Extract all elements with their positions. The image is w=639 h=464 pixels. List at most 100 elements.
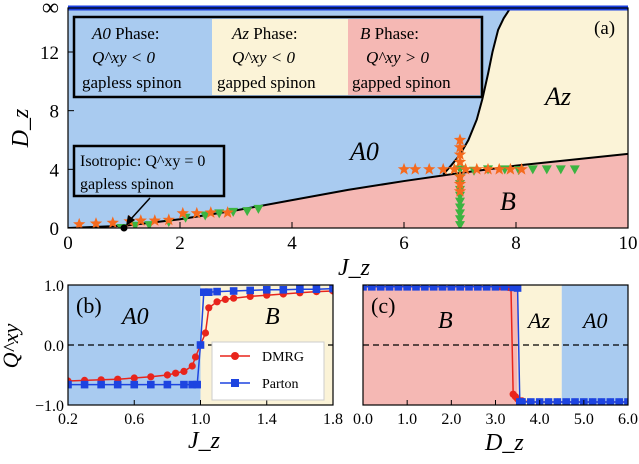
isotropic-arrow — [129, 197, 151, 221]
dmrg-point — [201, 329, 210, 337]
star-marker — [453, 133, 467, 146]
triangle-marker — [527, 165, 538, 175]
x-tick-label: 2.0 — [441, 411, 461, 428]
panel-b-y-axis-label: Q^xy — [0, 323, 23, 368]
legend-b-order: Q^xy > 0 — [366, 48, 430, 67]
isotropic-label: Isotropic: Q^xy = 0 — [80, 153, 205, 170]
legend-b-title: B Phase: — [360, 24, 419, 43]
parton-point — [213, 287, 221, 296]
y-tick-label: −1.0 — [35, 398, 64, 415]
parton-point — [385, 285, 394, 291]
panel-a-frame — [67, 7, 629, 229]
x-tick-label: 6 — [399, 233, 409, 254]
phase-legend: A0 Phase: Q^xy < 0 gapless spinon Az Pha… — [72, 15, 484, 99]
star-marker — [423, 162, 436, 175]
x-tick-label: 3.0 — [486, 411, 506, 428]
x-tick-label: 4 — [287, 233, 297, 254]
panel-a-y-ticks: 0 4 8 12 ∞ — [40, 0, 74, 240]
star-marker — [493, 162, 506, 175]
parton-point — [363, 285, 367, 291]
parton-point — [403, 285, 411, 291]
panel-b: 0.2 0.6 1.0 1.4 1.8 −1.0 0.0 1.0 (b) A0 B DMRG… — [0, 278, 343, 454]
legend-az-bg — [212, 19, 348, 95]
parton-point — [188, 380, 197, 389]
triangle-marker — [555, 165, 566, 175]
panel-b-region-b-label: B — [265, 304, 280, 330]
panel-b-label: (b) — [76, 293, 102, 318]
y-tick-label: ∞ — [42, 0, 59, 21]
panel-b-region-a0-label: A0 — [120, 304, 149, 330]
parton-point — [544, 398, 553, 405]
triangle-marker — [569, 165, 580, 175]
star-marker — [148, 214, 161, 226]
panel-a-label: (a) — [594, 18, 615, 39]
star-marker — [437, 162, 450, 175]
panel-a-x-ticks: 0 2 4 6 8 10 — [63, 222, 638, 254]
triangle-marker — [455, 215, 465, 225]
star-marker — [453, 177, 467, 190]
star-marker — [397, 162, 411, 175]
star-marker — [73, 217, 86, 228]
panel-b-x-axis-label: J_z — [188, 428, 221, 454]
parton-point — [624, 398, 628, 405]
panel-b-x-ticks: 0.2 0.6 1.0 1.4 1.8 — [58, 400, 343, 428]
isotropic-box — [72, 144, 226, 198]
parton-point — [312, 285, 321, 293]
triangle-marker — [228, 207, 239, 217]
star-marker — [204, 206, 217, 218]
panel-a: 0 2 4 6 8 10 0 4 8 12 ∞ A0 Phase: Q^xy < 0 gaples… — [8, 0, 638, 281]
star-marker — [453, 155, 467, 168]
parton-point — [180, 380, 188, 389]
x-tick-label: 5.0 — [574, 411, 594, 428]
triangle-marker — [455, 209, 465, 219]
dmrg-point — [172, 369, 180, 377]
parton-point — [163, 380, 172, 389]
parton-point — [438, 285, 447, 291]
parton-point — [147, 380, 155, 389]
panel-c-region-a0-label: A0 — [581, 308, 607, 333]
panel-c: 0.0 1.0 2.0 3.0 4.0 5.0 6.0 (c) B Az A0 D_z — [353, 284, 638, 456]
legend-a0-title: A0 Phase: — [91, 24, 160, 43]
star-marker — [481, 162, 495, 175]
phase-boundary-a0-b — [68, 152, 628, 228]
legend-a0-spinon: gapless spinon — [82, 73, 182, 92]
legend-az-order: Q^xy < 0 — [232, 48, 296, 67]
parton-point — [229, 287, 238, 295]
star-marker — [162, 213, 175, 226]
dmrg-point — [180, 367, 188, 375]
x-tick-label: 10 — [619, 233, 638, 254]
parton-point — [527, 398, 535, 405]
parton-point — [500, 285, 509, 291]
star-marker — [409, 162, 422, 175]
parton-point — [553, 398, 562, 405]
x-tick-label: 0.0 — [353, 411, 373, 428]
panel-b-legend-frame — [211, 341, 325, 401]
triangle-marker — [455, 221, 465, 228]
panel-c-label: (c) — [371, 293, 395, 318]
isotropic-arrowhead — [126, 215, 135, 226]
isotropic-point — [120, 224, 128, 232]
x-tick-label: 6.0 — [618, 411, 638, 428]
parton-point — [97, 380, 105, 389]
dmrg-point — [147, 373, 155, 381]
region-az-label: Az — [543, 82, 571, 111]
region-b-label: B — [500, 187, 516, 216]
legend-a0-order: Q^xy < 0 — [92, 48, 156, 67]
parton-point — [421, 285, 429, 291]
isotropic-spinon: gapless spinon — [80, 176, 174, 193]
parton-point — [394, 285, 403, 291]
star-marker — [106, 216, 119, 228]
parton-point — [562, 398, 570, 405]
legend-a0-bg — [76, 19, 212, 95]
dmrg-point — [188, 362, 196, 370]
star-marker — [459, 162, 472, 175]
parton-point — [130, 380, 139, 389]
star-marker — [89, 217, 103, 228]
x-tick-label: 0.6 — [124, 411, 144, 428]
parton-point — [465, 285, 473, 291]
dmrg-point — [221, 295, 229, 303]
legend-az-title: Az Phase: — [231, 24, 298, 43]
panel-b-legend: DMRG Parton — [211, 341, 325, 401]
parton-point — [279, 286, 288, 294]
parton-point — [606, 398, 615, 405]
